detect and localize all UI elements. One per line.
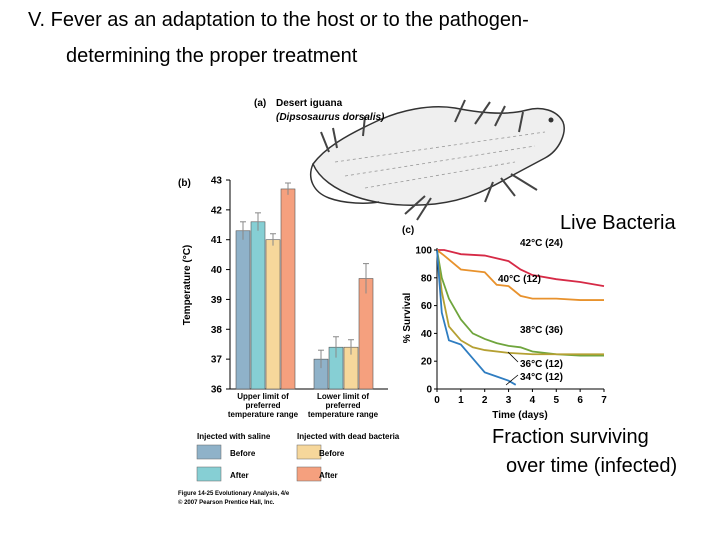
bar-category-label: preferred bbox=[245, 401, 280, 410]
legend-saline-before: Before bbox=[230, 449, 256, 458]
legend-bacteria-after: After bbox=[319, 471, 338, 480]
legend-saline-title: Injected with saline bbox=[197, 432, 271, 441]
note-over-time: over time (infected) bbox=[506, 455, 678, 477]
line-x-tick-label: 4 bbox=[530, 395, 536, 406]
slide-subtitle: determining the proper treatment bbox=[66, 45, 358, 67]
slide-title: V. Fever as an adaptation to the host or… bbox=[28, 9, 529, 31]
line-x-tick-label: 1 bbox=[458, 395, 464, 406]
bar bbox=[235, 230, 251, 390]
bar bbox=[250, 221, 266, 390]
line-y-tick-label: 100 bbox=[415, 246, 432, 257]
line-x-tick-label: 5 bbox=[554, 395, 560, 406]
label-pointer bbox=[505, 374, 519, 386]
survival-series-line bbox=[436, 249, 604, 301]
bar-y-tick-label: 37 bbox=[211, 355, 223, 366]
line-y-tick-label: 0 bbox=[426, 385, 432, 396]
legend-bacteria-before: Before bbox=[319, 449, 345, 458]
bar-y-tick-label: 43 bbox=[211, 176, 223, 187]
bar-category-label: temperature range bbox=[228, 410, 299, 419]
survival-series-label: 38°C (36) bbox=[520, 325, 563, 336]
bar-category-label: Lower limit of bbox=[317, 392, 369, 401]
line-y-tick-label: 20 bbox=[421, 357, 433, 368]
survival-series-label: 34°C (12) bbox=[520, 372, 563, 383]
bar-y-axis-label: Temperature (°C) bbox=[182, 245, 193, 326]
survival-series-line bbox=[436, 249, 517, 386]
bar-category-label: preferred bbox=[325, 401, 360, 410]
bar-category-label: Upper limit of bbox=[237, 392, 289, 401]
bar-category-label: temperature range bbox=[308, 410, 379, 419]
bar bbox=[358, 278, 374, 390]
bar-y-tick-label: 42 bbox=[211, 205, 223, 216]
legend-swatch-bacteria-after bbox=[296, 466, 322, 482]
bar-y-tick-label: 39 bbox=[211, 295, 223, 306]
line-x-tick-label: 7 bbox=[601, 395, 607, 406]
survival-series-label: 36°C (12) bbox=[520, 359, 563, 370]
bar bbox=[280, 188, 296, 390]
line-x-tick-label: 3 bbox=[506, 395, 512, 406]
panel-a-species: (Dipsosaurus dorsalis) bbox=[276, 112, 385, 123]
legend-swatch-bacteria-before bbox=[296, 444, 322, 460]
bar-y-tick-label: 36 bbox=[211, 385, 223, 396]
survival-series-label: 42°C (24) bbox=[520, 238, 563, 249]
survival-series-label: 40°C (12) bbox=[498, 274, 541, 285]
note-live-bacteria: Live Bacteria bbox=[560, 212, 676, 234]
note-fraction-surviving: Fraction surviving bbox=[492, 426, 649, 448]
line-x-tick-label: 2 bbox=[482, 395, 488, 406]
bar-y-tick-label: 40 bbox=[211, 265, 223, 276]
line-y-tick-label: 80 bbox=[421, 273, 433, 284]
panel-a-title: Desert iguana bbox=[276, 98, 343, 109]
line-y-axis-label: % Survival bbox=[402, 292, 413, 343]
survival-series-line bbox=[436, 249, 604, 357]
line-y-tick-label: 40 bbox=[421, 329, 433, 340]
line-x-tick-label: 6 bbox=[577, 395, 583, 406]
line-x-axis-label: Time (days) bbox=[492, 410, 547, 421]
line-x-tick-label: 0 bbox=[434, 395, 440, 406]
legend-bacteria-title: Injected with dead bacteria bbox=[297, 432, 400, 441]
legend-swatch-saline-before bbox=[196, 444, 222, 460]
label-pointer bbox=[507, 351, 519, 363]
bar bbox=[265, 239, 281, 390]
figure-caption-2: © 2007 Pearson Prentice Hall, Inc. bbox=[178, 499, 275, 506]
survival-series-line bbox=[437, 249, 605, 288]
iguana-illustration bbox=[309, 99, 565, 221]
line-y-tick-label: 60 bbox=[421, 301, 433, 312]
bar-y-tick-label: 41 bbox=[211, 235, 223, 246]
survival-line-chart: 0 20 40 60 80 100 0 1 2 3 4 5 6 7 42°C (24) 40°C (12)… bbox=[415, 238, 607, 406]
panel-b-tag: (b) bbox=[178, 178, 191, 189]
survival-series-line bbox=[436, 249, 604, 356]
legend-swatch-saline-after bbox=[196, 466, 222, 482]
figure-caption-1: Figure 14-25 Evolutionary Analysis, 4/e bbox=[178, 491, 290, 497]
legend-saline-after: After bbox=[230, 471, 249, 480]
bar-y-tick-label: 38 bbox=[211, 325, 223, 336]
panel-a-tag: (a) bbox=[254, 98, 266, 109]
panel-c-tag: (c) bbox=[402, 225, 414, 236]
